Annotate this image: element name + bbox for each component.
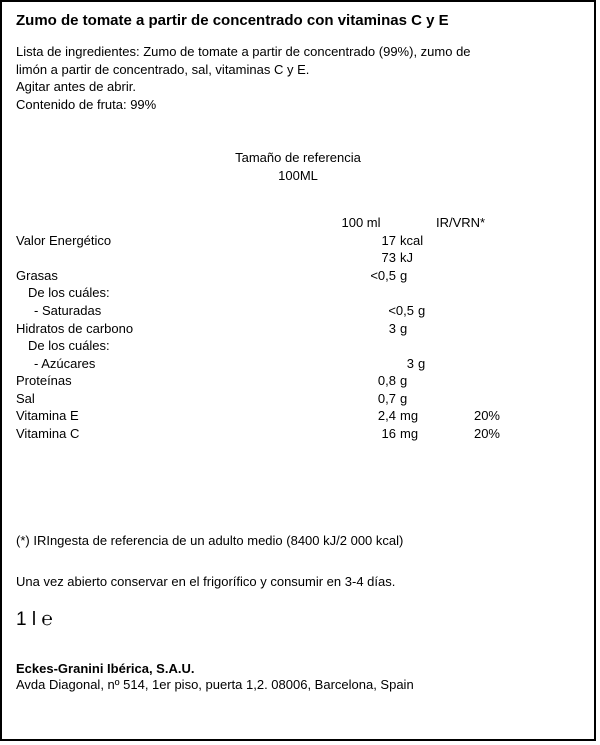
volume-text: 1 l ℮ xyxy=(16,609,580,631)
reference-size-block: Tamaño de referencia 100ML xyxy=(16,149,580,184)
nutrient-unit: mg xyxy=(400,407,430,425)
ingredients-line: limón a partir de concentrado, sal, vita… xyxy=(16,61,580,79)
nutrient-pct: 20% xyxy=(430,425,500,443)
nutrient-value xyxy=(308,284,412,302)
nutrition-row: Vitamina C16mg20% xyxy=(16,425,580,443)
nutrient-value: 73 xyxy=(296,249,400,267)
nutrition-panel: Zumo de tomate a partir de concentrado c… xyxy=(0,0,596,741)
ingredients-block: Lista de ingredientes: Zumo de tomate a … xyxy=(16,43,580,113)
nutrient-pct xyxy=(430,372,500,390)
nutrient-label xyxy=(16,249,296,267)
nutrition-row: - Saturadas<0,5g xyxy=(16,302,580,320)
nutrient-unit: kJ xyxy=(400,249,430,267)
nutrient-label: Proteínas xyxy=(16,372,296,390)
header-100ml: 100 ml xyxy=(296,214,426,232)
nutrient-label: - Azúcares xyxy=(16,355,314,373)
nutrient-label: - Saturadas xyxy=(16,302,314,320)
nutrient-unit: g xyxy=(400,372,430,390)
nutrient-unit: g xyxy=(400,390,430,408)
nutrient-pct xyxy=(430,232,500,250)
nutrient-pct xyxy=(442,337,512,355)
nutrient-value: 0,7 xyxy=(296,390,400,408)
nutrition-row: De los cuáles: xyxy=(16,284,580,302)
nutrient-value: 3 xyxy=(296,320,400,338)
nutrient-label: Valor Energético xyxy=(16,232,296,250)
nutrient-pct xyxy=(448,355,518,373)
nutrition-row: 73kJ xyxy=(16,249,580,267)
nutrient-label: De los cuáles: xyxy=(16,284,308,302)
nutrient-label: Grasas xyxy=(16,267,296,285)
nutrition-header-row: 100 ml IR/VRN* xyxy=(16,214,580,232)
nutrition-row: Grasas<0,5g xyxy=(16,267,580,285)
storage-instructions: Una vez abierto conservar en el frigoríf… xyxy=(16,574,580,589)
nutrition-row: Valor Energético17kcal xyxy=(16,232,580,250)
nutrition-row: - Azúcares3g xyxy=(16,355,580,373)
nutrient-unit: mg xyxy=(400,425,430,443)
nutrient-pct xyxy=(430,320,500,338)
company-address: Avda Diagonal, nº 514, 1er piso, puerta … xyxy=(16,676,580,694)
header-irvrn: IR/VRN* xyxy=(426,214,506,232)
nutrition-row: Sal0,7g xyxy=(16,390,580,408)
product-title: Zumo de tomate a partir de concentrado c… xyxy=(16,12,580,29)
nutrient-pct xyxy=(430,267,500,285)
nutrient-label: De los cuáles: xyxy=(16,337,308,355)
ingredients-line: Contenido de fruta: 99% xyxy=(16,96,580,114)
nutrient-label: Sal xyxy=(16,390,296,408)
nutrient-unit: g xyxy=(400,267,430,285)
nutrient-unit: g xyxy=(418,302,448,320)
nutrient-unit: kcal xyxy=(400,232,430,250)
reference-size: 100ML xyxy=(16,167,580,185)
nutrient-unit xyxy=(412,337,442,355)
nutrient-pct xyxy=(430,249,500,267)
ingredients-line: Agitar antes de abrir. xyxy=(16,78,580,96)
nutrient-value: <0,5 xyxy=(296,267,400,285)
reference-label: Tamaño de referencia xyxy=(16,149,580,167)
nutrient-unit: g xyxy=(418,355,448,373)
nutrient-value: 2,4 xyxy=(296,407,400,425)
nutrient-unit xyxy=(412,284,442,302)
nutrient-value xyxy=(308,337,412,355)
nutrient-label: Vitamina C xyxy=(16,425,296,443)
nutrient-pct xyxy=(448,302,518,320)
nutrient-label: Hidratos de carbono xyxy=(16,320,296,338)
nutrition-row: Proteínas0,8g xyxy=(16,372,580,390)
nutrient-pct xyxy=(430,390,500,408)
nutrition-table: 100 ml IR/VRN* Valor Energético17kcal73k… xyxy=(16,214,580,442)
nutrient-pct: 20% xyxy=(430,407,500,425)
footnote-text: (*) IRIngesta de referencia de un adulto… xyxy=(16,532,580,550)
nutrition-row: Hidratos de carbono3g xyxy=(16,320,580,338)
nutrient-pct xyxy=(442,284,512,302)
nutrient-value: <0,5 xyxy=(314,302,418,320)
nutrient-value: 16 xyxy=(296,425,400,443)
nutrition-row: De los cuáles: xyxy=(16,337,580,355)
ingredients-line: Lista de ingredientes: Zumo de tomate a … xyxy=(16,43,580,61)
nutrient-label: Vitamina E xyxy=(16,407,296,425)
nutrient-value: 0,8 xyxy=(296,372,400,390)
nutrient-unit: g xyxy=(400,320,430,338)
nutrition-row: Vitamina E2,4mg20% xyxy=(16,407,580,425)
nutrient-value: 3 xyxy=(314,355,418,373)
company-name: Eckes-Granini Ibérica, S.A.U. xyxy=(16,661,580,676)
nutrient-value: 17 xyxy=(296,232,400,250)
